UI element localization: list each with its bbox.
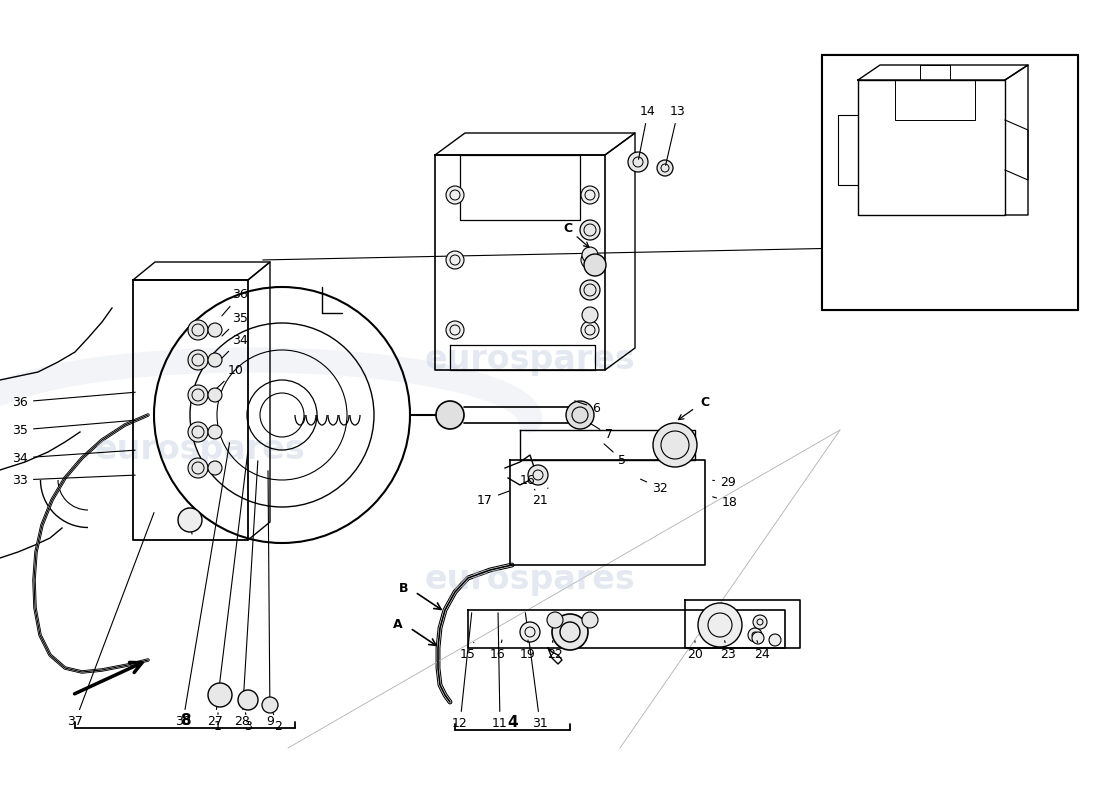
Circle shape <box>581 186 600 204</box>
Text: 24: 24 <box>755 641 770 661</box>
Circle shape <box>262 697 278 713</box>
Text: 29: 29 <box>713 475 736 489</box>
Circle shape <box>582 307 598 323</box>
Circle shape <box>754 615 767 629</box>
Text: 30: 30 <box>175 442 230 728</box>
Circle shape <box>628 152 648 172</box>
Text: 26: 26 <box>839 263 872 277</box>
Circle shape <box>873 93 887 107</box>
Circle shape <box>582 247 598 263</box>
Text: 4: 4 <box>508 715 518 730</box>
Text: 7: 7 <box>591 423 613 442</box>
Circle shape <box>188 385 208 405</box>
Circle shape <box>581 321 600 339</box>
Text: 33: 33 <box>12 474 135 486</box>
Text: 37: 37 <box>67 513 154 728</box>
Circle shape <box>748 628 762 642</box>
Text: 14: 14 <box>638 105 656 159</box>
Bar <box>822 55 1078 310</box>
Circle shape <box>566 401 594 429</box>
Text: 18: 18 <box>713 495 738 509</box>
Text: 10: 10 <box>217 363 244 388</box>
Text: 8: 8 <box>179 713 190 728</box>
Text: 25: 25 <box>263 242 855 260</box>
Text: 5: 5 <box>604 444 626 466</box>
Circle shape <box>582 612 598 628</box>
Circle shape <box>188 458 208 478</box>
Circle shape <box>657 160 673 176</box>
Circle shape <box>873 188 887 202</box>
Text: eurospares: eurospares <box>425 343 636 377</box>
Circle shape <box>208 425 222 439</box>
Circle shape <box>208 323 222 337</box>
Text: 9: 9 <box>266 470 274 728</box>
Text: 15: 15 <box>460 642 476 661</box>
Circle shape <box>178 508 202 532</box>
Circle shape <box>208 388 222 402</box>
Text: 11: 11 <box>492 613 508 730</box>
Text: 19: 19 <box>520 640 536 661</box>
Circle shape <box>188 422 208 442</box>
Circle shape <box>528 465 548 485</box>
Text: 16: 16 <box>491 640 506 661</box>
Text: 26: 26 <box>838 178 871 277</box>
Text: F1: F1 <box>937 286 962 304</box>
Circle shape <box>188 350 208 370</box>
Circle shape <box>581 251 600 269</box>
Circle shape <box>520 622 540 642</box>
Circle shape <box>188 320 208 340</box>
Circle shape <box>584 254 606 276</box>
Text: 3: 3 <box>244 713 252 733</box>
Text: 23: 23 <box>720 641 736 661</box>
Text: 13: 13 <box>666 105 686 166</box>
Text: 35: 35 <box>222 311 248 336</box>
Text: eurospares: eurospares <box>95 434 306 466</box>
Text: A: A <box>394 618 403 630</box>
Circle shape <box>580 280 600 300</box>
Circle shape <box>723 615 737 629</box>
Text: 21: 21 <box>532 488 548 506</box>
Text: 12: 12 <box>452 613 472 730</box>
Text: 2: 2 <box>273 713 282 733</box>
Text: B: B <box>398 582 408 594</box>
Text: 1: 1 <box>214 713 222 733</box>
Circle shape <box>547 612 563 628</box>
Circle shape <box>208 461 222 475</box>
Circle shape <box>752 632 764 644</box>
Circle shape <box>698 603 742 647</box>
Circle shape <box>446 186 464 204</box>
Text: 36: 36 <box>222 289 248 316</box>
Circle shape <box>208 353 222 367</box>
Text: 6: 6 <box>574 401 600 414</box>
Text: 32: 32 <box>640 479 668 494</box>
Text: 17: 17 <box>477 491 509 506</box>
Text: 27: 27 <box>207 453 248 728</box>
Text: 28: 28 <box>234 461 257 728</box>
Circle shape <box>446 321 464 339</box>
Text: 34: 34 <box>222 334 248 358</box>
Text: 31: 31 <box>526 613 548 730</box>
Text: 25: 25 <box>848 165 871 254</box>
Circle shape <box>238 690 258 710</box>
Circle shape <box>974 93 987 107</box>
Text: 36: 36 <box>12 392 135 409</box>
Circle shape <box>769 634 781 646</box>
Circle shape <box>446 251 464 269</box>
Circle shape <box>653 423 697 467</box>
Text: C: C <box>563 222 573 234</box>
Circle shape <box>208 683 232 707</box>
Circle shape <box>580 220 600 240</box>
Text: C: C <box>701 395 710 409</box>
Circle shape <box>552 614 589 650</box>
Text: 22: 22 <box>547 641 563 661</box>
Text: 34: 34 <box>12 450 135 465</box>
Text: 35: 35 <box>12 420 135 437</box>
Text: eurospares: eurospares <box>425 563 636 597</box>
Circle shape <box>436 401 464 429</box>
Text: 16: 16 <box>519 474 535 490</box>
Circle shape <box>830 132 866 168</box>
Text: 20: 20 <box>688 641 703 661</box>
